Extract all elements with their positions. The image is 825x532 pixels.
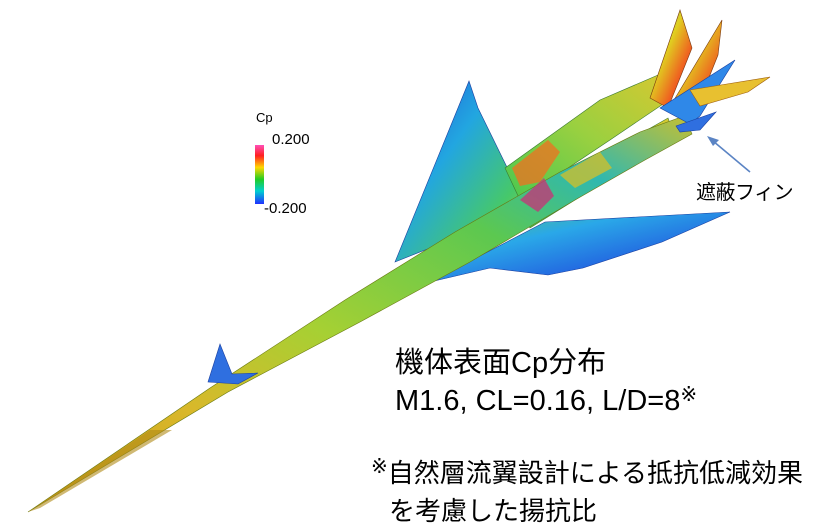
shielding-fin-upper	[689, 76, 771, 107]
figure-title: 機体表面Cp分布	[395, 347, 607, 379]
shielding-fin-label: 遮蔽フィン	[696, 182, 794, 204]
right-wing	[429, 211, 731, 283]
footnote-line-2: を考慮した揚抗比	[389, 496, 598, 526]
colorbar	[255, 145, 264, 204]
flight-condition: M1.6, CL=0.16, L/D=8※	[395, 382, 697, 418]
footnote-mark: ※	[680, 384, 698, 406]
nose-section	[28, 430, 172, 512]
colorbar-title: Cp	[256, 110, 273, 125]
footnote-text-1: 自然層流翼設計による抵抗低減効果	[387, 458, 803, 488]
footnote-symbol: ※	[371, 456, 388, 478]
fin-pointer-arrow	[707, 136, 751, 173]
flight-condition-text: M1.6, CL=0.16, L/D=8	[395, 385, 681, 417]
cp-high-region	[512, 140, 560, 186]
colorbar-max-label: 0.200	[272, 131, 310, 148]
cp-mid-region	[560, 152, 612, 188]
colorbar-min-label: -0.200	[264, 200, 307, 217]
shielding-fin-lower	[675, 111, 717, 133]
canard	[207, 343, 259, 385]
footnote-line-1: ※自然層流翼設計による抵抗低減効果	[371, 453, 803, 490]
cp-peak-region	[520, 178, 554, 212]
